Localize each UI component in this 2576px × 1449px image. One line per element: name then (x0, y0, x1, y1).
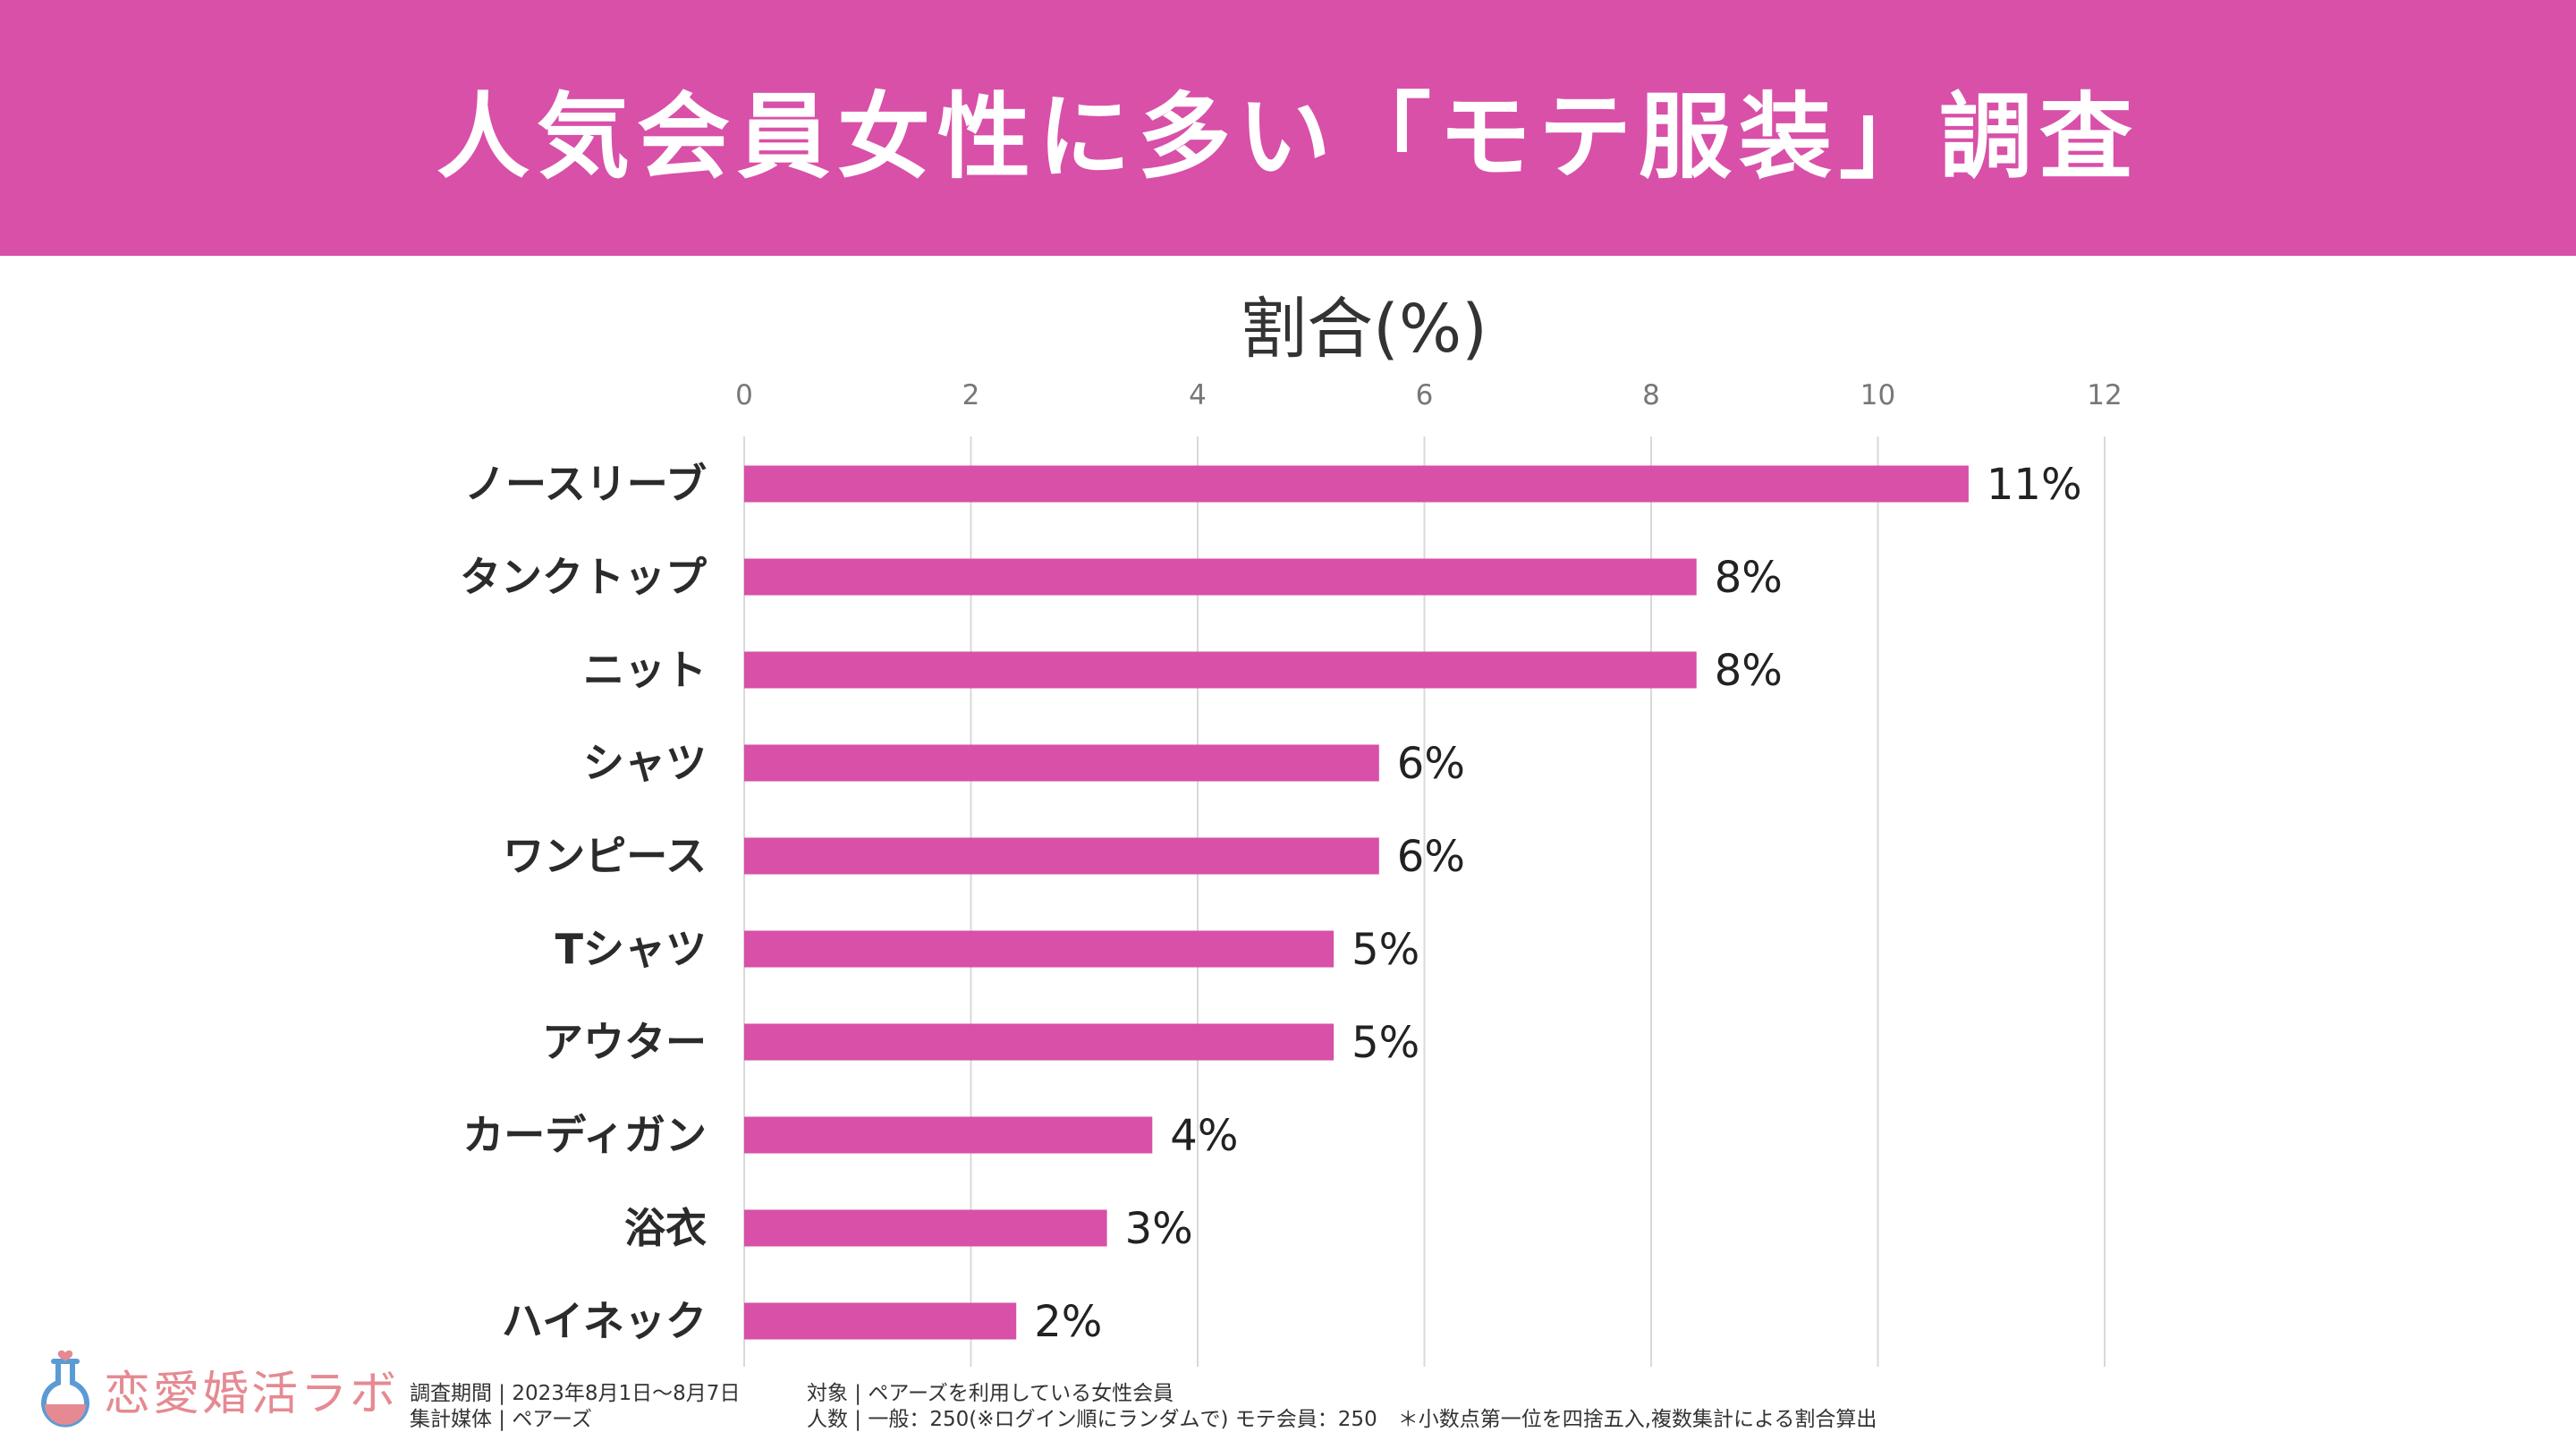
x-tick-label: 0 (735, 379, 753, 411)
category-label: カーディガン (462, 1111, 707, 1159)
category-label: ニット (583, 646, 707, 694)
category-label: シャツ (583, 739, 707, 787)
category-label: タンクトップ (460, 553, 707, 601)
bar (744, 837, 1379, 875)
bar (744, 558, 1697, 596)
data-label: 6% (1397, 739, 1465, 789)
footnote-media: 集計媒体 | ペアーズ (410, 1408, 592, 1431)
x-tick-label: 4 (1189, 379, 1207, 411)
chart-title: 割合(%) (1240, 291, 1488, 368)
logo-text: 恋愛婚活ラボ (104, 1367, 400, 1421)
category-label: 浴衣 (624, 1204, 707, 1252)
page-title: 人気会員女性に多い「モテ服装」調査 (436, 81, 2140, 191)
footnote-left: 調査期間 | 2023年8月1日～8月7日 集計媒体 | ペアーズ (410, 1381, 740, 1433)
bar (744, 1023, 1335, 1061)
category-label: アウター (542, 1018, 707, 1066)
data-label: 3% (1125, 1204, 1193, 1254)
bar (744, 465, 1969, 503)
data-label: 5% (1352, 1018, 1419, 1068)
bar (744, 1209, 1107, 1247)
category-label: Tシャツ (555, 925, 707, 973)
logo: 恋愛婚活ラボ (34, 1349, 399, 1429)
category-label: ノースリーブ (464, 460, 707, 508)
x-tick-label: 12 (2087, 379, 2122, 411)
footnote-right: 対象 | ペアーズを利用している女性会員 人数 | 一般：250(※ログイン順に… (807, 1381, 1877, 1433)
x-tick-label: 8 (1642, 379, 1660, 411)
footnote-period: 調査期間 | 2023年8月1日～8月7日 (410, 1382, 741, 1405)
footnote-count: 人数 | 一般：250(※ログイン順にランダムで) モテ会員：250 ＊小数点第… (807, 1408, 1877, 1431)
x-tick-label: 6 (1416, 379, 1434, 411)
bar (744, 930, 1335, 968)
flask-heart-icon (41, 1350, 89, 1428)
bar (744, 1302, 1017, 1340)
data-label: 6% (1397, 832, 1465, 882)
data-label: 4% (1170, 1111, 1238, 1161)
data-label: 11% (1987, 460, 2082, 510)
header-banner: 人気会員女性に多い「モテ服装」調査 (0, 0, 2576, 256)
category-label: ワンピース (503, 832, 707, 880)
bar (744, 1116, 1153, 1154)
category-label: ハイネック (502, 1297, 707, 1345)
data-label: 8% (1715, 646, 1783, 696)
x-tick-label: 2 (962, 379, 980, 411)
bar (744, 744, 1379, 782)
x-tick-label: 10 (1860, 379, 1895, 411)
data-label: 2% (1034, 1297, 1102, 1347)
data-label: 5% (1352, 925, 1419, 975)
footnote-target: 対象 | ペアーズを利用している女性会員 (807, 1382, 1174, 1405)
data-label: 8% (1715, 553, 1783, 603)
bar (744, 651, 1697, 689)
